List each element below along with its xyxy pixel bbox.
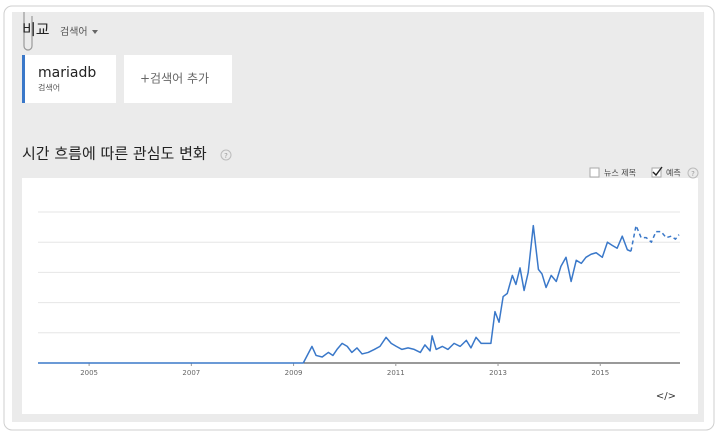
embed-button[interactable]: </> [656, 391, 676, 402]
news-label: 뉴스 제목 [604, 169, 636, 178]
news-checkbox[interactable] [589, 167, 600, 178]
dropdown[interactable]: 검색어 [60, 26, 88, 38]
term-label: mariadb [38, 65, 96, 81]
x-tick-label: 2009 [285, 369, 303, 377]
clip [23, 12, 33, 51]
chart-panel [22, 178, 698, 414]
compare-title: 비교 [22, 21, 50, 39]
x-tick-label: 2015 [591, 369, 609, 377]
section-title: 시간 흐름에 따른 관심도 변화 [22, 145, 207, 163]
x-tick-label: 2005 [80, 369, 98, 377]
trend-line [38, 224, 632, 364]
help-icon[interactable] [687, 167, 699, 179]
help-text: ? [691, 170, 695, 178]
help-text: ? [224, 152, 228, 160]
forecast-checkbox[interactable] [651, 167, 662, 178]
term-sub: 검색어 [38, 83, 60, 93]
x-tick-label: 2011 [387, 369, 405, 377]
x-tick-label: 2013 [489, 369, 507, 377]
dropdown-arrow [92, 30, 98, 34]
term-card[interactable] [22, 55, 116, 103]
add-term-card[interactable] [124, 55, 232, 103]
help-icon[interactable] [220, 149, 232, 161]
x-tick-label: 2007 [182, 369, 200, 377]
term-color [22, 55, 25, 103]
checkmark [652, 166, 663, 177]
add-term: +검색어 추가 [140, 72, 209, 86]
forecast-label: 예측 [666, 168, 681, 178]
